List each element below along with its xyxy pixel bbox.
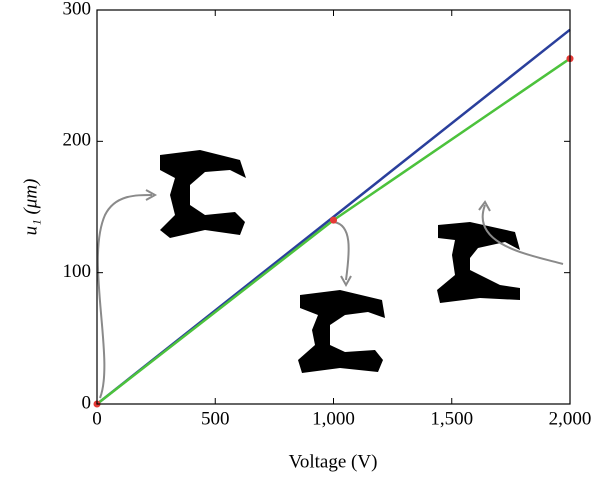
y-axis-label: u₁ (μm) [20,179,41,236]
y-tick-label: 200 [63,130,92,151]
arrows [96,189,564,399]
arrow [481,204,564,265]
plot: 0 500 1,000 1,500 2,000 0 100 200 300 [63,0,592,429]
point-marker [330,216,337,224]
topology-3 [437,222,520,303]
plot-frame [96,9,571,405]
y-tick-label: 0 [82,392,92,413]
arrow-head [145,189,491,288]
topology-images [160,150,520,373]
y-tick-label: 300 [63,0,92,19]
x-tick-label: 2,000 [549,408,592,429]
topology-1 [160,150,246,238]
x-axis-label: Voltage (V) [289,451,378,472]
x-tick-label: 1,000 [312,408,355,429]
topology-2 [298,290,385,373]
arrow [333,221,350,281]
x-tick-label: 0 [92,408,102,429]
x-tick-label: 1,500 [430,408,473,429]
arrow [96,194,153,399]
x-tick-label: 500 [201,408,230,429]
y-tick-label: 100 [63,261,92,282]
